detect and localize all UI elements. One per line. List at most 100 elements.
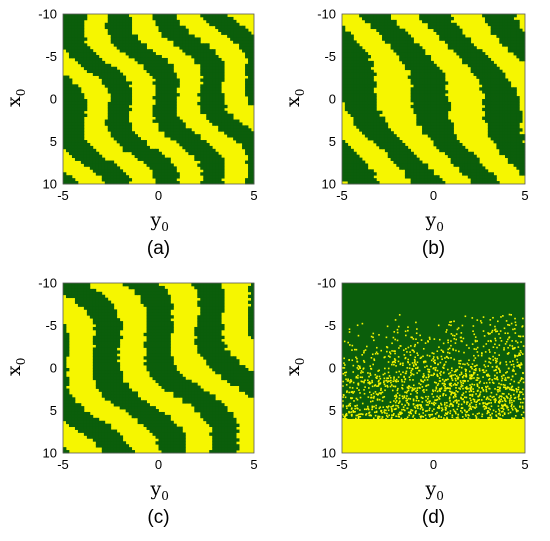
basin-cell (197, 58, 200, 61)
basin-cell (345, 40, 348, 43)
basin-cell (353, 46, 356, 49)
basin-cell (153, 318, 156, 321)
basin-cell (502, 146, 505, 149)
basin-cell (63, 14, 66, 17)
basin-cell (248, 377, 251, 380)
basin-cell (451, 128, 454, 131)
basin-cell (442, 114, 445, 117)
basin-cell (242, 49, 245, 52)
basin-cell (159, 87, 162, 90)
basin-cell (167, 96, 170, 99)
basin-cell (491, 105, 494, 108)
basin-cell (411, 166, 414, 169)
basin-cell (203, 96, 206, 99)
basin-cell (499, 76, 502, 79)
basin-cell (402, 155, 405, 158)
basin-cell (511, 128, 514, 131)
basin-cell (496, 96, 499, 99)
basin-cell (351, 96, 354, 99)
basin-cell (499, 87, 502, 90)
basin-cell (496, 128, 499, 131)
basin-cell (69, 32, 72, 35)
basin-cell (135, 292, 138, 295)
basin-cell (416, 78, 419, 81)
basin-cell (99, 169, 102, 172)
basin-cell (147, 330, 150, 333)
basin-cell (454, 43, 457, 46)
basin-cell (66, 128, 69, 131)
xtick-b-0: -5 (336, 188, 348, 203)
basin-cell (511, 140, 514, 143)
basin-cell (129, 122, 132, 125)
basin-cell (224, 350, 227, 353)
basin-cell (474, 73, 477, 76)
basin-cell (519, 155, 522, 158)
basin-cell (209, 52, 212, 55)
basin-cell (144, 356, 147, 359)
basin-cell (508, 143, 511, 146)
basin-cell (215, 64, 218, 67)
basin-cell (69, 175, 72, 178)
basin-cell (221, 73, 224, 76)
basin-cell (90, 67, 93, 70)
basin-cell (425, 93, 428, 96)
basin-cell (96, 163, 99, 166)
basin-cell (63, 32, 66, 35)
basin-cell (373, 23, 376, 26)
basin-cell (203, 70, 206, 73)
basin-cell (78, 301, 81, 304)
basin-cell (391, 152, 394, 155)
basin-cell (425, 67, 428, 70)
basin-cell (408, 43, 411, 46)
y-axis-label-b: x0 (282, 89, 307, 107)
basin-cell (75, 58, 78, 61)
basin-cell (84, 58, 87, 61)
basin-cell (459, 155, 462, 158)
basin-cell (431, 90, 434, 93)
basin-cell (170, 365, 173, 368)
basin-cell (203, 146, 206, 149)
basin-cell (81, 55, 84, 58)
basin-cell (445, 81, 448, 84)
basin-cell (230, 23, 233, 26)
basin-cell (114, 365, 117, 368)
basin-cell (356, 105, 359, 108)
basin-cell (411, 43, 414, 46)
basin-cell (505, 99, 508, 102)
basin-cell (111, 178, 114, 181)
basin-cell (362, 87, 365, 90)
basin-cell (120, 125, 123, 128)
basin-cell (239, 26, 242, 29)
basin-cell (197, 149, 200, 152)
basin-cell (439, 76, 442, 79)
basin-cell (434, 76, 437, 79)
basin-cell (185, 386, 188, 389)
basin-cell (108, 73, 111, 76)
basin-cell (368, 14, 371, 17)
basin-cell (422, 120, 425, 123)
basin-cell (209, 298, 212, 301)
basin-cell (212, 152, 215, 155)
basin-cell (239, 128, 242, 131)
basin-cell (153, 306, 156, 309)
basin-cell (491, 99, 494, 102)
basin-cell (405, 158, 408, 161)
basin-cell (72, 143, 75, 146)
basin-cell (488, 99, 491, 102)
basin-cell (99, 383, 102, 386)
basin-cell (434, 81, 437, 84)
basin-cell (182, 380, 185, 383)
basin-cell (221, 70, 224, 73)
basin-cell (167, 345, 170, 348)
basin-cell (102, 78, 105, 81)
basin-cell (212, 283, 215, 286)
basin-cell (102, 158, 105, 161)
basin-cell (93, 342, 96, 345)
basin-cell (156, 61, 159, 64)
basin-cell (448, 131, 451, 134)
basin-cell (494, 29, 497, 32)
basin-cell (63, 125, 66, 128)
basin-cell (90, 301, 93, 304)
basin-cell (75, 99, 78, 102)
basin-cell (167, 32, 170, 35)
